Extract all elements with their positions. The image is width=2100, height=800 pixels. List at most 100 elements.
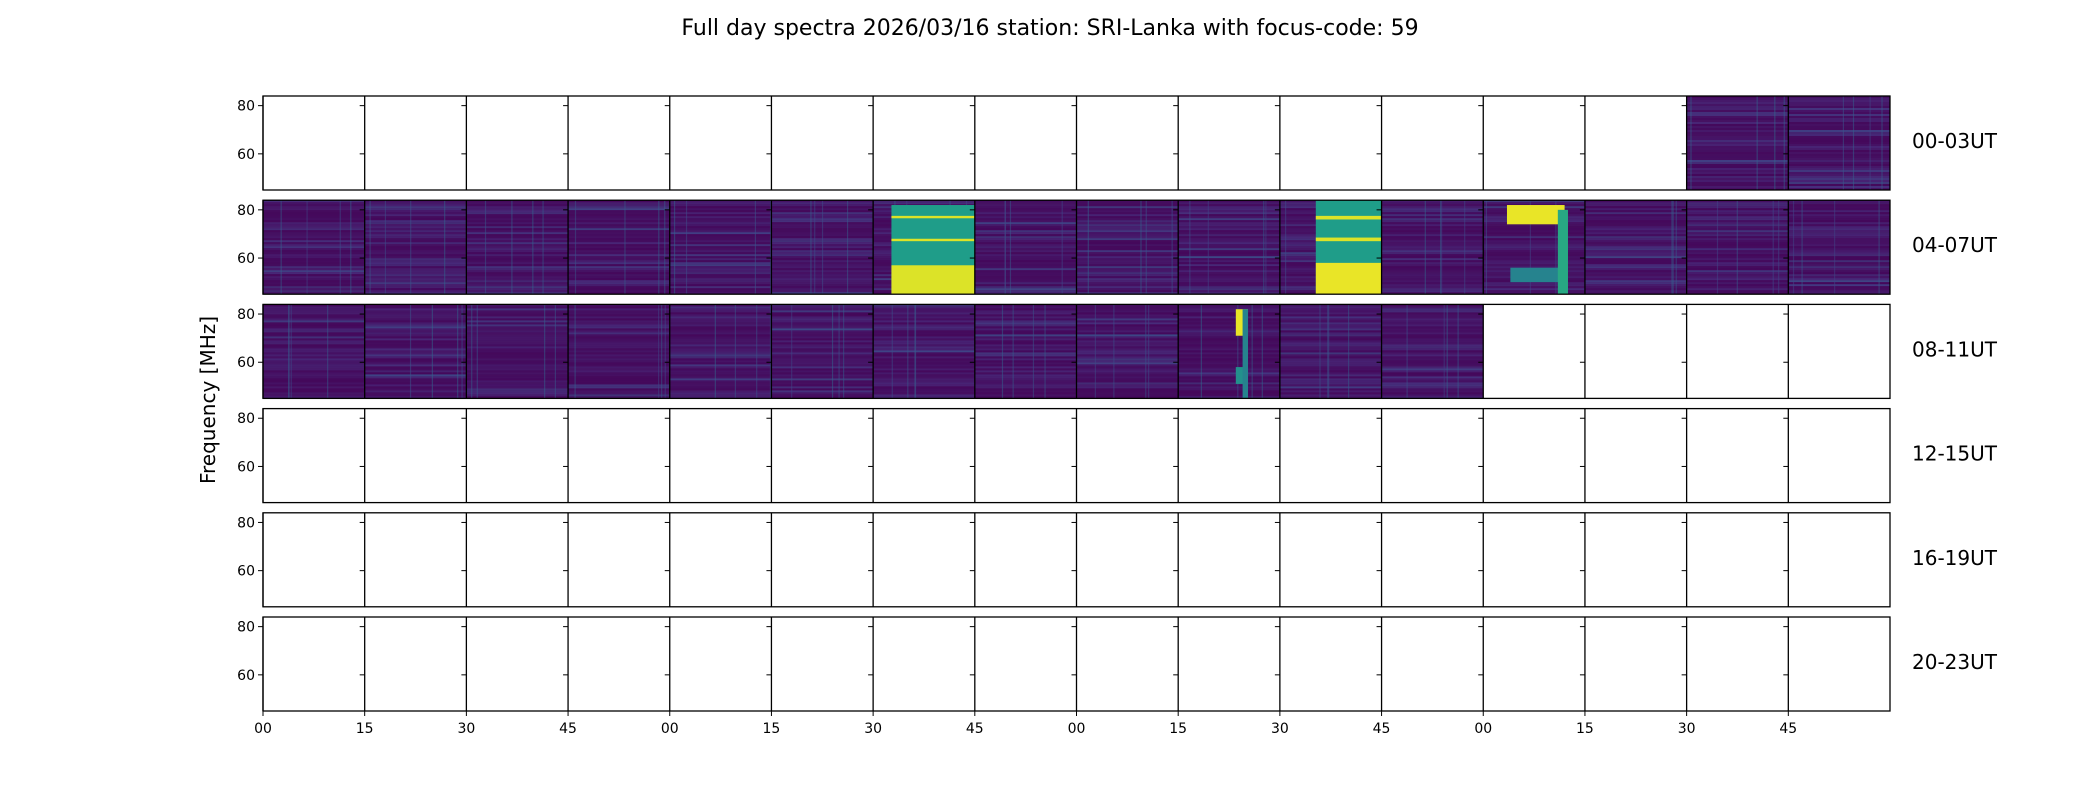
x-tick-label: 30 [1271, 721, 1289, 737]
spectrogram-band [364, 268, 467, 271]
spectrogram-band [1178, 282, 1280, 285]
spectrogram-band [466, 316, 569, 319]
spectrogram-streak [350, 200, 352, 295]
spectrogram-band [1788, 124, 1890, 126]
spectrogram-band [669, 362, 772, 365]
spectrogram-band [466, 280, 569, 283]
spectrogram-band [1584, 280, 1687, 283]
spectrogram-band [771, 354, 874, 357]
y-tick-label: 80 [237, 515, 255, 531]
spectrogram-band [974, 386, 1077, 389]
spectrogram-band [1076, 370, 1179, 373]
spectrogram-band [263, 380, 365, 383]
spectrogram-streak [288, 304, 290, 399]
spectrogram-band [1381, 262, 1484, 265]
spectrogram-band [1178, 250, 1280, 253]
spectrogram-streak [1842, 96, 1845, 190]
spectrogram-band [364, 240, 467, 243]
spectrogram-band [263, 308, 365, 311]
spectrogram-band [1381, 334, 1484, 337]
spectrogram-band [364, 330, 467, 333]
spectrogram-band [873, 304, 975, 307]
spectrogram-band [1279, 384, 1382, 387]
spectrogram-band [1584, 252, 1687, 255]
spectrogram-band [364, 352, 467, 355]
spectrogram-band [1788, 244, 1890, 247]
spectrogram-band [669, 312, 772, 315]
spectrogram-band [568, 254, 670, 257]
spectrogram-band [1686, 152, 1789, 154]
spectrogram-band [1788, 112, 1890, 114]
spectrogram-band [669, 336, 772, 339]
spectrogram-band [1381, 244, 1484, 247]
spectrogram-band [263, 292, 365, 295]
spectrogram-streak [1774, 96, 1776, 190]
spectrogram-band [1076, 220, 1179, 223]
spectrogram-band [568, 376, 670, 379]
spectrogram-band [466, 336, 569, 339]
spectrogram-band [1279, 368, 1382, 371]
spectrogram-streak [280, 200, 282, 295]
spectrogram-band [1788, 216, 1890, 219]
spectrogram-band [263, 246, 365, 249]
spectrogram-band [466, 242, 569, 245]
spectrogram-band [1381, 288, 1484, 291]
spectrogram-band [1686, 184, 1789, 186]
spectrogram-band [974, 270, 1077, 273]
spectrogram-band [974, 256, 1077, 259]
spectrogram-panel [1381, 304, 1484, 399]
spectrogram-band [1381, 304, 1484, 307]
spectrogram-band [1178, 360, 1280, 363]
spectrogram-band [1178, 394, 1280, 397]
spectrogram-band [364, 232, 467, 235]
spectrogram-band [263, 288, 365, 291]
spectrogram-band [1584, 220, 1687, 223]
spectrogram-band [1483, 288, 1585, 291]
burst-region [1315, 262, 1382, 295]
spectrogram-band [263, 206, 365, 209]
spectrogram-streak [1348, 304, 1350, 399]
spectrogram-band [1788, 104, 1890, 106]
spectrogram-band [873, 306, 975, 309]
spectrogram-band [974, 234, 1077, 237]
spectrogram-streak [1778, 200, 1780, 295]
spectrogram-band [263, 336, 365, 339]
spectrogram-band [1686, 144, 1789, 146]
spectrogram-band [364, 332, 467, 335]
spectrogram-band [1381, 314, 1484, 317]
spectrogram-band [1076, 256, 1179, 259]
spectrogram-streak [1852, 96, 1855, 190]
spectrogram-band [669, 244, 772, 247]
spectrogram-panel [1788, 200, 1890, 295]
spectrogram-band [1788, 116, 1890, 118]
spectrogram-band [568, 382, 670, 385]
spectrogram-band [1178, 370, 1280, 373]
spectrogram-band [669, 304, 772, 307]
spectrogram-band [771, 374, 874, 377]
spectrogram-band [669, 266, 772, 269]
spectrogram-band [568, 284, 670, 287]
spectrogram-band [1788, 222, 1890, 225]
spectrogram-streak [891, 304, 893, 399]
spectrogram-band [466, 380, 569, 383]
spectrogram-band [1381, 344, 1484, 347]
spectrogram-band [873, 312, 975, 315]
spectrogram-band [263, 354, 365, 357]
spectrogram-band [669, 320, 772, 323]
spectrogram-band [364, 202, 467, 205]
spectrogram-band [669, 308, 772, 311]
spectrogram-band [1381, 358, 1484, 361]
spectrogram-band [1483, 232, 1585, 235]
spectrogram-band [568, 292, 670, 295]
spectrogram-band [364, 382, 467, 385]
spectrogram-band [1381, 224, 1484, 227]
spectrogram-band [568, 388, 670, 391]
spectrogram-panel [873, 304, 975, 399]
spectrogram-band [771, 320, 874, 323]
y-tick-label: 60 [237, 147, 255, 163]
spectrogram-band [1076, 232, 1179, 235]
spectrogram-band [1381, 340, 1484, 343]
spectrogram-band [1686, 122, 1789, 124]
spectrogram-band [1788, 122, 1890, 124]
spectrogram-band [1788, 186, 1890, 188]
